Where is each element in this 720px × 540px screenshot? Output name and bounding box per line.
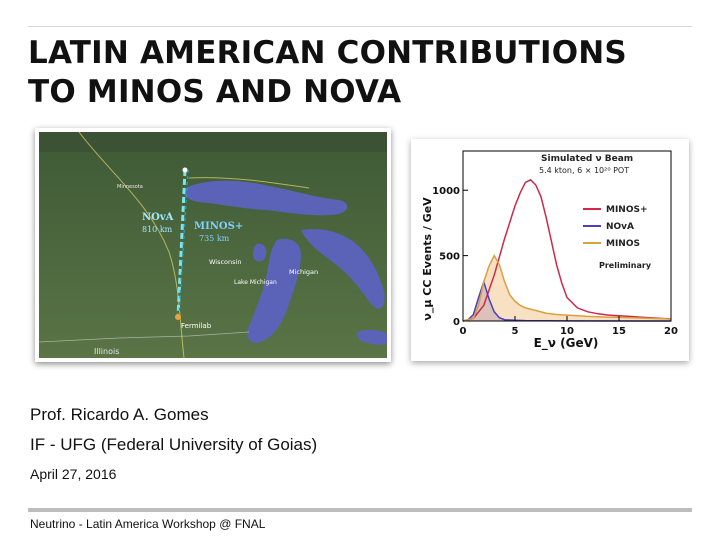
series-line-minos- [462,178,672,322]
affiliation: IF - UFG (Federal University of Goias) [30,435,318,454]
lake-superior [183,180,348,216]
michigan-label: Michigan [289,268,318,276]
x-axis-label: E_ν (GeV) [534,336,599,351]
minos-label: MINOS+ [194,221,243,232]
chart-title: Simulated ν Beam [541,154,633,164]
illinois-label: Illinois [94,347,119,356]
author-name: Prof. Ricardo A. Gomes [30,405,209,424]
y-tick-label: 500 [439,252,460,263]
legend-label-minos-: MINOS+ [606,205,648,215]
footer-text: Neutrino - Latin America Workshop @ FNAL [30,517,266,531]
nova-distance: 810 km [142,225,173,234]
fermilab-marker [175,314,181,320]
lake-michigan-label: Lake Michigan [234,279,277,286]
series-line-minos [462,253,672,322]
energy-spectrum-chart: 0 5 10 15 20 0 500 1000 Simulated ν Beam 5.4 kt… [421,150,678,351]
bottom-divider [28,508,692,512]
nova-label: NOvA [142,212,174,223]
y-axis-label: ν_μ CC Events / GeV [421,197,434,321]
slide-title-line-2: TO MINOS AND NOVA [28,74,402,110]
map-image: NOvA 810 km MINOS+ 735 km Fermilab Wisco… [35,128,391,362]
slide-title-line-1: LATIN AMERICAN CONTRIBUTIONS [28,35,627,71]
minos-beam-line [178,169,189,318]
far-detector-marker [182,167,188,173]
x-tick-label: 20 [664,326,678,337]
slide-title: LATIN AMERICAN CONTRIBUTIONS TO MINOS AN… [28,34,698,112]
legend-label-minos: MINOS [606,239,640,249]
x-tick-label: 5 [512,326,519,337]
map-illustration: NOvA 810 km MINOS+ 735 km Fermilab Wisco… [39,132,387,358]
minos-distance: 735 km [199,234,230,243]
fermilab-label: Fermilab [181,322,212,330]
x-tick-label: 10 [560,326,574,337]
chart-subtitle: 5.4 kton, 6 × 10²⁰ POT [539,166,629,175]
lake-michigan [247,238,301,344]
top-divider [28,26,692,27]
series-fill-minos [463,255,671,321]
minnesota-label: Minnesota [117,184,143,190]
wisconsin-label: Wisconsin [209,258,241,266]
chart-image: 0 5 10 15 20 0 500 1000 Simulated ν Beam 5.4 kt… [411,139,689,361]
y-tick-label: 1000 [432,186,460,197]
lake-huron [301,229,385,309]
presentation-date: April 27, 2016 [30,466,117,482]
x-tick-label: 15 [612,326,626,337]
x-tick-label: 0 [460,326,467,337]
nova-beam-line [176,169,187,318]
y-tick-label: 0 [453,317,460,328]
legend-label-nova: NOvA [606,222,634,232]
chart-annotation: Preliminary [599,261,652,270]
